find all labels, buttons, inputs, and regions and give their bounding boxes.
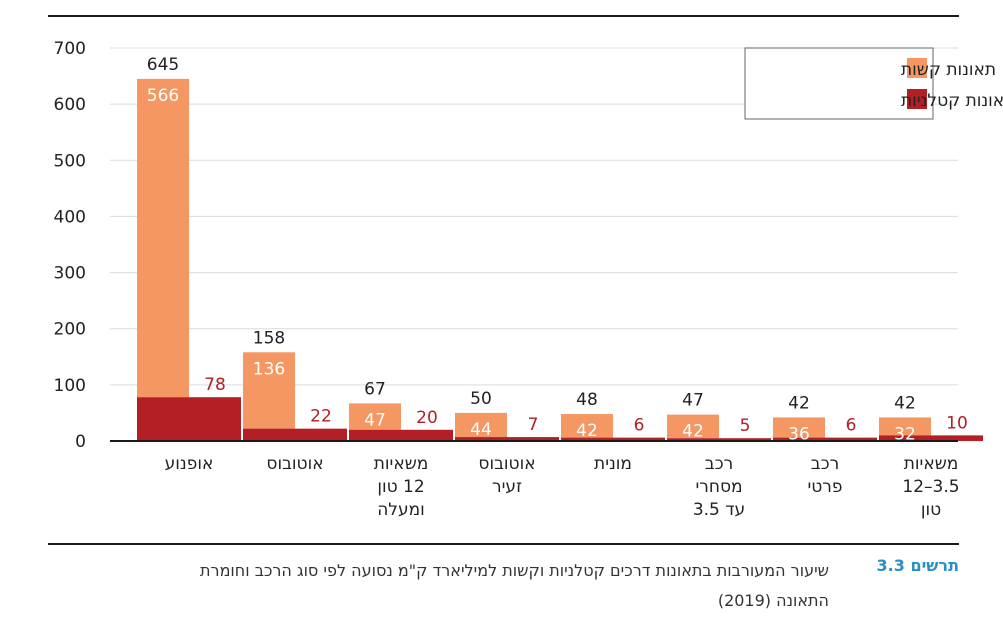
- severe-segment: [349, 403, 401, 430]
- category-label: משאיות: [904, 454, 959, 474]
- y-tick-label: 500: [54, 151, 86, 171]
- total-label: 47: [682, 391, 704, 411]
- figure-number: תרשים 3.3: [876, 556, 959, 575]
- severe-segment: [879, 417, 931, 436]
- severe-value-label: 566: [147, 86, 179, 106]
- y-tick-label: 100: [54, 376, 86, 396]
- fatal-bar: [719, 438, 771, 441]
- category-label: מסחרי: [695, 477, 742, 497]
- severe-segment: [243, 352, 295, 429]
- fatal-value-label: 5: [740, 416, 751, 436]
- category-label: פרטי: [807, 477, 842, 497]
- category-label: רכב: [705, 454, 733, 474]
- caption-rule: [48, 543, 959, 545]
- fatal-value-label: 10: [946, 413, 968, 433]
- severe-segment: [561, 414, 613, 438]
- severe-value-label: 32: [894, 424, 916, 444]
- total-label: 48: [576, 390, 598, 410]
- figure-caption-text: שיעור המעורבות בתאונות דרכים קטלניות וקש…: [200, 561, 829, 610]
- fatal-segment: [667, 438, 719, 441]
- total-label: 158: [253, 328, 285, 348]
- severe-value-label: 36: [788, 424, 810, 444]
- fatal-segment: [349, 429, 401, 441]
- total-label: 42: [894, 393, 916, 413]
- category-label: אופנוע: [165, 454, 214, 474]
- fatal-segment: [455, 437, 507, 441]
- fatal-value-label: 78: [204, 375, 226, 395]
- fatal-bar: [613, 437, 665, 441]
- fatal-segment: [773, 437, 825, 441]
- total-label: 67: [364, 379, 386, 399]
- severe-segment: [455, 412, 507, 438]
- total-label: 645: [147, 55, 179, 75]
- category-label: 12 טון: [377, 477, 424, 497]
- legend-swatch-fatal: [907, 89, 927, 109]
- total-label: 42: [788, 393, 810, 413]
- category-label: אוטובוס: [266, 454, 323, 474]
- category-label: מונית: [594, 454, 632, 474]
- category-label: משאיות: [374, 454, 429, 474]
- severe-value-label: 47: [364, 410, 386, 430]
- fatal-value-label: 7: [528, 415, 539, 435]
- y-tick-label: 0: [75, 432, 86, 452]
- legend-label-severe: תאונות קשות: [901, 60, 996, 80]
- category-label: זעיר: [492, 477, 522, 497]
- severe-segment: [667, 414, 719, 439]
- y-tick-label: 300: [54, 264, 86, 284]
- category-label: ומעלה: [377, 500, 425, 520]
- severe-value-label: 42: [682, 422, 704, 442]
- legend-label-fatal: תאונות קטלניות: [901, 91, 1003, 111]
- top-rule: [48, 15, 959, 17]
- legend-box: [744, 47, 934, 120]
- fatal-value-label: 6: [634, 416, 645, 436]
- fatal-bar: [507, 437, 559, 441]
- category-label: טון: [921, 500, 941, 520]
- legend-swatch-severe: [907, 58, 927, 78]
- y-tick-label: 400: [54, 207, 86, 227]
- category-label: רכב: [811, 454, 839, 474]
- total-label: 50: [470, 389, 492, 409]
- fatal-segment: [243, 428, 295, 441]
- category-label: עד 3.5: [693, 500, 745, 520]
- fatal-value-label: 22: [310, 407, 332, 427]
- bar-chart: 010020030040050060070064556678אופנוע1581…: [54, 39, 1003, 520]
- y-tick-label: 700: [54, 39, 86, 59]
- severe-segment: [137, 78, 189, 398]
- category-label: 3.5–12: [902, 477, 959, 497]
- fatal-value-label: 20: [416, 408, 438, 428]
- fatal-bar: [401, 429, 453, 441]
- fatal-bar: [189, 397, 241, 441]
- fatal-segment: [137, 397, 189, 441]
- fatal-bar: [825, 437, 877, 441]
- y-tick-label: 600: [54, 95, 86, 115]
- fatal-bar: [295, 428, 347, 441]
- fatal-segment: [561, 437, 613, 441]
- category-label: אוטובוס: [478, 454, 535, 474]
- severe-value-label: 44: [470, 420, 492, 440]
- severe-value-label: 136: [253, 359, 285, 379]
- fatal-value-label: 6: [846, 416, 857, 436]
- fatal-bar: [931, 435, 983, 441]
- y-tick-label: 200: [54, 320, 86, 340]
- severe-segment: [773, 417, 825, 438]
- fatal-segment: [879, 435, 931, 441]
- severe-value-label: 42: [576, 421, 598, 441]
